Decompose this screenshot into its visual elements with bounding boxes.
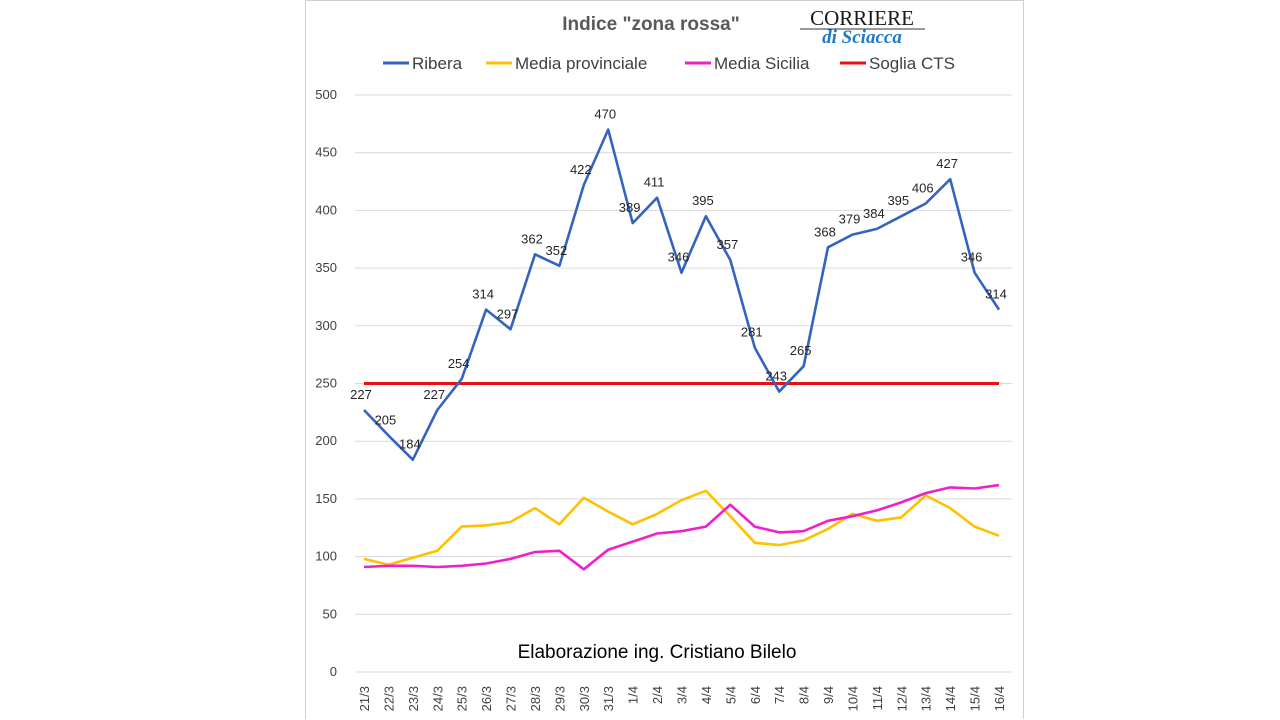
data-label: 314 (472, 287, 494, 302)
x-tick-label: 1/4 (626, 686, 641, 704)
x-tick-label: 22/3 (381, 686, 396, 711)
y-tick-label: 300 (315, 318, 337, 333)
legend: Ribera Media provinciale Media Sicilia Sogl… (383, 54, 955, 73)
data-label: 281 (741, 325, 763, 340)
x-tick-label: 31/3 (601, 686, 616, 711)
data-label: 227 (423, 387, 445, 402)
data-label: 427 (936, 156, 958, 171)
x-tick-label: 4/4 (699, 686, 714, 704)
series-line-media-sicilia (363, 483, 1000, 571)
data-label: 395 (692, 193, 714, 208)
data-label: 357 (716, 237, 738, 252)
x-tick-label: 24/3 (430, 686, 445, 711)
data-labels: 2272051842272543142973623524224703894113… (350, 107, 1007, 452)
x-tick-label: 30/3 (577, 686, 592, 711)
x-tick-label: 14/4 (943, 686, 958, 711)
x-tick-label: 12/4 (894, 686, 909, 711)
data-label: 314 (985, 287, 1007, 302)
x-tick-label: 5/4 (723, 686, 738, 704)
legend-label: Media Sicilia (714, 54, 810, 73)
data-label: 297 (497, 306, 519, 321)
data-label: 346 (668, 250, 690, 265)
data-label: 184 (399, 437, 421, 452)
x-tick-label: 8/4 (797, 686, 812, 704)
data-label: 368 (814, 224, 836, 239)
x-tick-label: 23/3 (406, 686, 421, 711)
chart-frame (305, 0, 1024, 719)
x-tick-label: 11/4 (870, 686, 885, 710)
y-tick-label: 400 (315, 202, 337, 217)
data-label: 422 (570, 162, 592, 177)
legend-label: Ribera (412, 54, 463, 73)
y-tick-label: 200 (315, 433, 337, 448)
y-tick-label: 50 (323, 606, 337, 621)
x-tick-label: 15/4 (968, 686, 983, 711)
x-tick-label: 28/3 (528, 686, 543, 711)
y-axis-ticks: 0 50 100 150 200 250 300 350 400 450 500 (315, 87, 337, 679)
data-label: 384 (863, 206, 885, 221)
logo-line2: di Sciacca (822, 27, 902, 48)
x-tick-label: 27/3 (504, 686, 519, 711)
data-label: 227 (350, 387, 372, 402)
x-tick-label: 6/4 (748, 686, 763, 704)
x-tick-label: 26/3 (479, 686, 494, 711)
series-line-ribera (363, 128, 1001, 462)
data-label: 243 (765, 369, 787, 384)
data-label: 411 (644, 175, 665, 190)
logo-line1: CORRIERE (810, 6, 914, 30)
data-label: 470 (594, 107, 616, 122)
y-tick-label: 450 (315, 145, 337, 160)
x-tick-label: 2/4 (650, 686, 665, 704)
x-tick-label: 7/4 (772, 686, 787, 704)
data-label: 406 (912, 180, 934, 195)
y-tick-label: 250 (315, 376, 337, 391)
data-label: 254 (448, 356, 470, 371)
x-tick-label: 13/4 (919, 686, 934, 711)
annotation: Elaborazione ing. Cristiano Bilelo (518, 642, 797, 663)
legend-label: Soglia CTS (869, 54, 955, 73)
y-tick-label: 350 (315, 260, 337, 275)
x-tick-label: 21/3 (357, 686, 372, 711)
x-tick-label: 3/4 (675, 686, 690, 704)
chart-title: Indice "zona rossa" (562, 14, 739, 35)
series-line-media-provinciale (363, 489, 1000, 567)
data-label: 352 (546, 243, 568, 258)
data-label: 362 (521, 231, 543, 246)
x-tick-label: 29/3 (552, 686, 567, 711)
legend-label: Media provinciale (515, 54, 647, 73)
x-axis-ticks: 21/3 22/3 23/3 24/3 25/3 26/3 27/3 28/3 29/3 30/3… (357, 686, 1007, 711)
data-label: 379 (839, 212, 861, 227)
x-tick-label: 10/4 (845, 686, 860, 711)
x-tick-label: 9/4 (821, 686, 836, 704)
y-tick-label: 500 (315, 87, 337, 102)
y-tick-label: 0 (330, 664, 337, 679)
data-label: 346 (961, 250, 983, 265)
series-lines (363, 128, 1001, 571)
data-label: 389 (619, 200, 641, 215)
data-label: 205 (375, 412, 397, 427)
data-label: 395 (887, 193, 909, 208)
x-tick-label: 25/3 (455, 686, 470, 711)
y-tick-label: 100 (315, 549, 337, 564)
data-label: 265 (790, 343, 812, 358)
y-tick-label: 150 (315, 491, 337, 506)
logo: CORRIERE di Sciacca (800, 6, 925, 48)
x-tick-label: 16/4 (992, 686, 1007, 711)
